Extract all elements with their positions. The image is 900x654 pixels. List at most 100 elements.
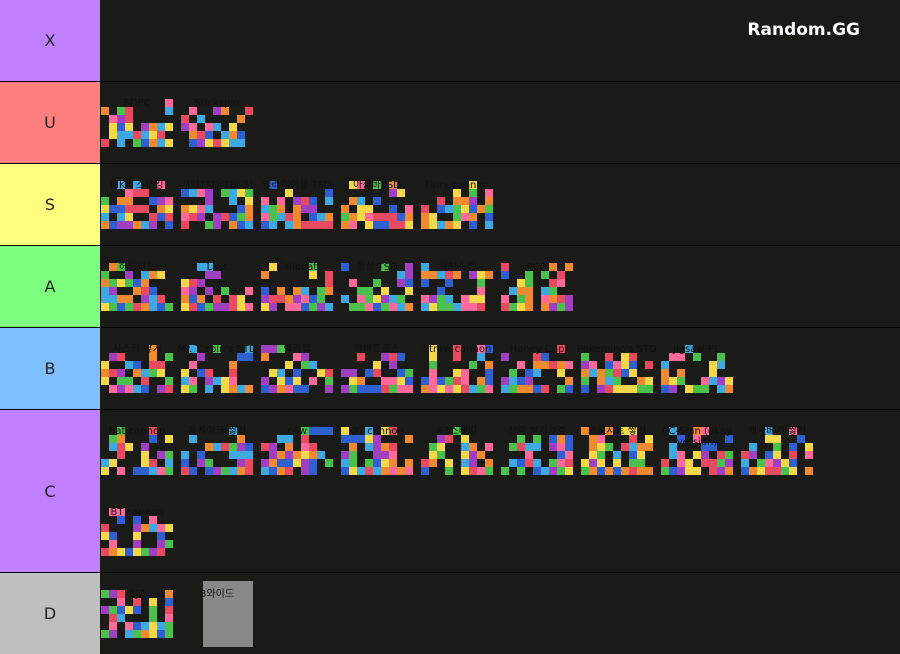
tier-item[interactable]: Straw cannon — [421, 328, 493, 409]
tier-item[interactable]: MKO 스태킹 — [101, 164, 173, 245]
item-name: Jigsaw PC — [673, 344, 721, 355]
opener-image — [101, 99, 173, 147]
opener-image — [581, 427, 653, 475]
tier-row: U SDPC Stickspin — [0, 82, 900, 163]
item-name: 릴라이어블 TSD — [262, 180, 332, 191]
item-name: 3와이드 — [200, 589, 234, 600]
opener-image — [581, 353, 653, 393]
tier-items: BJZ 3와이드 — [100, 573, 831, 654]
tier-item[interactable]: Mr. T spin's STD — [177, 328, 257, 409]
item-name: Straw cannon — [422, 344, 492, 355]
opener-image — [181, 345, 253, 393]
tier-item[interactable]: 사스카 쌓기 — [101, 328, 173, 409]
tier-row: S MKO 스태킹 개탁TSD(TKI-3) 릴라이어블 TSD 아잔바TSD Fairy… — [0, 164, 900, 245]
item-name: Last — [206, 262, 228, 273]
tier-item[interactable]: Sailboat — [261, 246, 333, 327]
tier-item[interactable]: 알바트로스 — [341, 328, 413, 409]
opener-image — [101, 590, 173, 638]
item-name: BT cannon — [110, 507, 164, 518]
item-name: SDPC — [123, 98, 151, 109]
tier-item[interactable]: BJZ — [101, 573, 173, 654]
opener-image — [181, 189, 253, 229]
tier-item[interactable]: PCO — [501, 246, 573, 327]
tier-item[interactable]: 3와이드 — [181, 573, 253, 654]
item-name: Fairy cannon — [425, 180, 489, 191]
opener-image — [501, 345, 573, 393]
tier-item[interactable]: Pokemino's STD — [577, 328, 657, 409]
opener-image — [341, 181, 413, 229]
opener-image — [421, 181, 493, 229]
tier-item[interactable]: BT cannon — [101, 491, 173, 572]
tier-item[interactable]: Last — [181, 246, 253, 327]
tier-items: Bat cannon 톨케이크 쌓기 c4w DT cannon 63스태킹 산악 쌓기 … — [100, 410, 831, 572]
tier-item[interactable]: Jigsaw PC — [661, 328, 733, 409]
tier-item[interactable]: Fairy cannon — [421, 164, 493, 245]
opener-image — [501, 263, 573, 311]
item-name: 산악 쌓기 2호 — [507, 426, 567, 437]
item-name: 아잔바TSD — [353, 180, 401, 191]
tier-item[interactable]: Stickspin — [181, 82, 253, 163]
tier-label: X — [0, 0, 100, 81]
opener-image — [341, 427, 413, 475]
tier-item[interactable]: SDPC — [101, 82, 173, 163]
opener-image — [261, 263, 333, 311]
tier-item[interactable]: 톨케이크 쌓기 — [181, 410, 253, 491]
tier-item[interactable]: DT cannon — [341, 410, 413, 491]
tier-item[interactable]: Honey Cup — [501, 328, 573, 409]
opener-image — [101, 263, 173, 311]
tier-item[interactable]: 릴라이어블 TSD — [261, 164, 333, 245]
item-name: c4w — [286, 426, 308, 437]
item-name: Honey Cup — [509, 344, 565, 355]
opener-image — [261, 345, 333, 393]
item-name: 항상 TSD — [356, 262, 398, 273]
tier-item[interactable]: 가로시트 쌓기 — [581, 410, 653, 491]
tier-label: C — [0, 410, 100, 572]
tier-item[interactable]: 하치스핀 — [421, 246, 493, 327]
opener-image — [101, 181, 173, 229]
tier-label: B — [0, 328, 100, 409]
tier-item[interactable]: 개탁TSD(TKI-3) — [181, 164, 253, 245]
item-name: DT cannon — [350, 426, 404, 437]
tier-item[interactable]: 캐사베기 쌓기 — [741, 410, 813, 491]
item-name: 63스태킹 — [436, 426, 478, 437]
item-name: 헬리컵 — [283, 344, 311, 355]
tier-item[interactable]: 산악 쌓기 2호 — [501, 410, 573, 491]
opener-image — [341, 353, 413, 393]
opener-image — [181, 107, 253, 147]
item-name: 알바트로스 — [354, 344, 400, 355]
opener-image — [421, 263, 493, 311]
opener-image — [421, 427, 493, 475]
tier-item[interactable]: 아잔바TSD — [341, 164, 413, 245]
item-name: MKO 스태킹 — [110, 180, 164, 191]
item-name: PCO — [526, 262, 548, 273]
tier-items — [100, 0, 831, 81]
tier-item[interactable]: PC-Spin (okay version) — [661, 410, 733, 491]
tier-item[interactable]: c4w — [261, 410, 333, 491]
item-name: Pokemino's STD — [577, 344, 657, 355]
placeholder-tile — [203, 581, 253, 647]
tier-item[interactable]: 허밍버드 — [101, 246, 173, 327]
tier-item[interactable]: 63스태킹 — [421, 410, 493, 491]
tier-item[interactable]: 헬리컵 — [261, 328, 333, 409]
opener-image — [341, 263, 413, 311]
opener-image — [101, 345, 173, 393]
tier-item[interactable]: 항상 TSD — [341, 246, 413, 327]
opener-image — [101, 508, 173, 556]
item-name: 캐사베기 쌓기 — [747, 426, 807, 437]
opener-image — [181, 427, 253, 475]
tier-row: X — [0, 0, 900, 81]
tier-items: 사스카 쌓기 Mr. T spin's STD 헬리컵 알바트로스 Straw cann… — [100, 328, 831, 409]
opener-image — [261, 427, 333, 475]
tier-row: A 허밍버드 Last Sailboat 항상 TSD 하치스핀 PCO — [0, 246, 900, 327]
tier-items: MKO 스태킹 개탁TSD(TKI-3) 릴라이어블 TSD 아잔바TSD Fairy … — [100, 164, 831, 245]
tier-item[interactable]: Bat cannon — [101, 410, 173, 491]
item-name: Bat cannon — [108, 426, 166, 437]
tier-label: A — [0, 246, 100, 327]
tier-items: 허밍버드 Last Sailboat 항상 TSD 하치스핀 PCO — [100, 246, 831, 327]
opener-image — [501, 435, 573, 475]
tier-label: S — [0, 164, 100, 245]
tier-row: B 사스카 쌓기 Mr. T spin's STD 헬리컵 알바트로스 Straw can… — [0, 328, 900, 409]
item-name: 톨케이크 쌓기 — [187, 426, 247, 437]
tier-row: C Bat cannon 톨케이크 쌓기 c4w DT cannon 63스태킹 산악 쌓기… — [0, 410, 900, 572]
